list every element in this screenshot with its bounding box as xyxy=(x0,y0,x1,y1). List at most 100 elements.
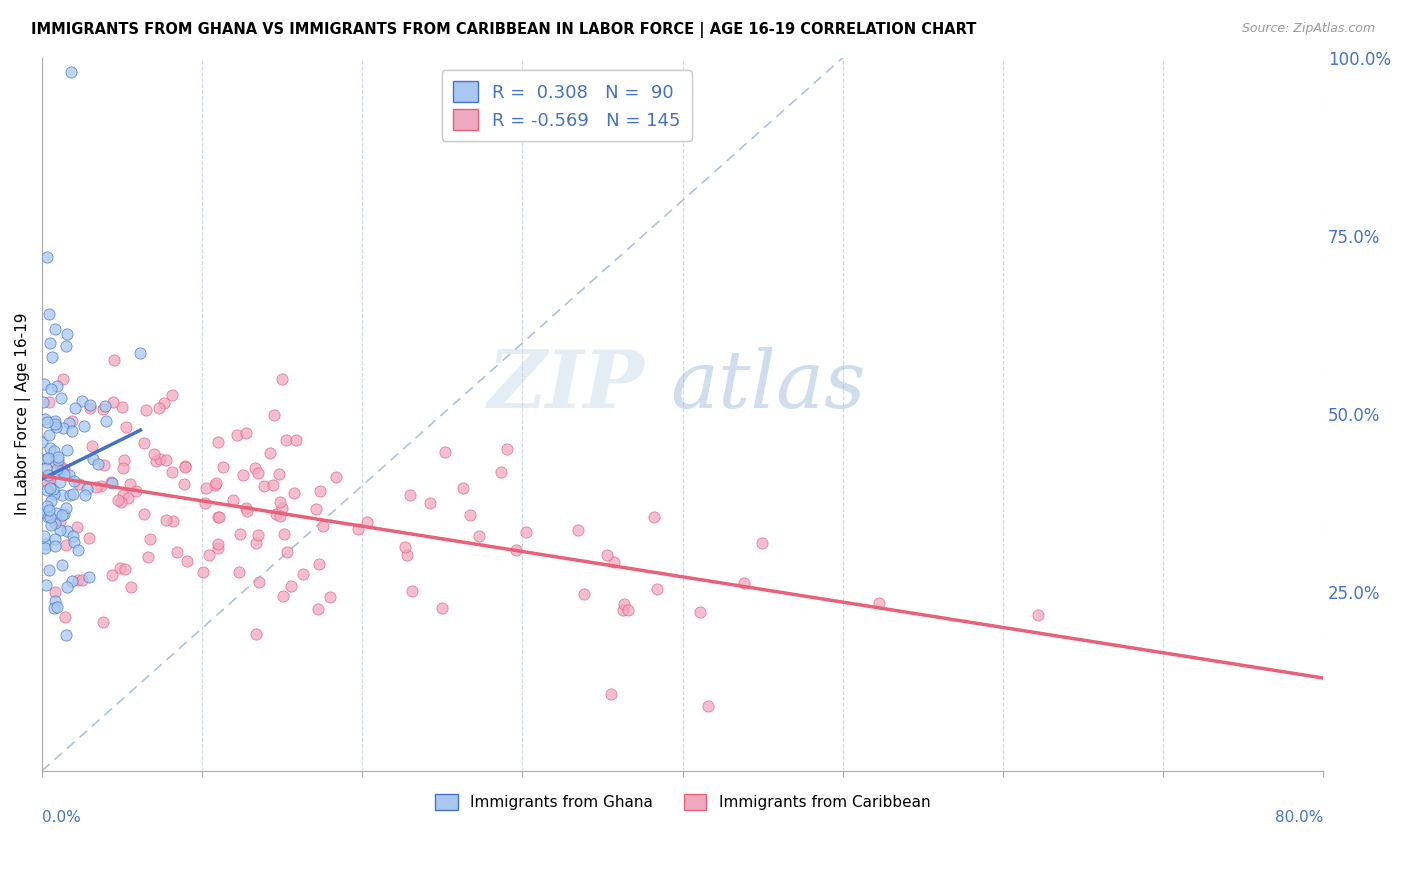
Point xyxy=(55,538,77,552)
Point xyxy=(45,506,67,520)
Point xyxy=(38,503,60,517)
Point xyxy=(39,473,62,487)
Text: Source: ZipAtlas.com: Source: ZipAtlas.com xyxy=(1241,22,1375,36)
Point xyxy=(101,394,124,409)
Point xyxy=(73,418,96,433)
Point xyxy=(235,501,257,516)
Point xyxy=(207,509,229,524)
Point xyxy=(245,536,267,550)
Point xyxy=(63,401,86,416)
Point xyxy=(274,434,297,448)
Point xyxy=(247,466,270,480)
Point xyxy=(37,509,59,524)
Point xyxy=(35,415,58,429)
Point xyxy=(394,541,416,555)
Point xyxy=(46,453,69,467)
Point xyxy=(173,460,195,475)
Point xyxy=(160,388,183,402)
Point xyxy=(356,515,378,529)
Point xyxy=(32,395,55,409)
Point xyxy=(166,545,188,559)
Point xyxy=(32,377,55,392)
Point xyxy=(613,597,636,611)
Point xyxy=(58,417,80,431)
Point xyxy=(245,626,267,640)
Point xyxy=(82,452,104,467)
Point xyxy=(51,391,73,405)
Point xyxy=(37,467,59,482)
Point xyxy=(496,442,519,457)
Point xyxy=(59,65,82,79)
Text: 0.0%: 0.0% xyxy=(42,810,82,825)
Point xyxy=(42,482,65,496)
Point xyxy=(59,488,82,502)
Point xyxy=(696,699,718,714)
Point xyxy=(52,467,75,482)
Point xyxy=(505,543,527,558)
Point xyxy=(37,450,59,465)
Point xyxy=(212,460,235,475)
Point xyxy=(35,499,58,513)
Point xyxy=(96,414,118,428)
Point xyxy=(41,350,63,364)
Point xyxy=(111,400,134,414)
Point xyxy=(207,434,229,449)
Point xyxy=(39,510,62,524)
Point xyxy=(596,548,619,562)
Point xyxy=(155,453,177,467)
Point xyxy=(433,445,456,459)
Point xyxy=(751,536,773,550)
Point xyxy=(70,394,93,409)
Point xyxy=(135,403,157,417)
Point xyxy=(103,352,125,367)
Point xyxy=(114,420,136,434)
Point xyxy=(35,537,58,551)
Point xyxy=(56,442,79,457)
Point xyxy=(139,532,162,546)
Point xyxy=(38,307,60,321)
Point xyxy=(45,378,67,392)
Point xyxy=(42,455,65,469)
Point xyxy=(45,599,67,614)
Point xyxy=(62,529,84,543)
Point xyxy=(292,567,315,582)
Point xyxy=(733,576,755,591)
Point xyxy=(247,574,270,589)
Point xyxy=(616,603,638,617)
Point xyxy=(148,401,170,416)
Point xyxy=(51,464,73,478)
Point xyxy=(567,523,589,537)
Point xyxy=(868,596,890,610)
Point xyxy=(153,395,176,409)
Point xyxy=(44,532,66,546)
Point xyxy=(63,534,86,549)
Point xyxy=(253,479,276,493)
Point xyxy=(399,487,422,501)
Point xyxy=(41,382,63,396)
Point xyxy=(100,475,122,489)
Point xyxy=(91,401,114,416)
Point xyxy=(162,514,184,528)
Point xyxy=(48,450,70,464)
Point xyxy=(1026,607,1049,622)
Point xyxy=(52,372,75,386)
Point xyxy=(38,427,60,442)
Point xyxy=(66,520,89,534)
Point xyxy=(246,528,269,542)
Point xyxy=(55,628,77,642)
Point xyxy=(284,433,307,447)
Point xyxy=(90,479,112,493)
Point xyxy=(77,570,100,584)
Point xyxy=(191,565,214,579)
Point xyxy=(114,562,136,576)
Point xyxy=(93,615,115,629)
Point xyxy=(232,468,254,483)
Point xyxy=(76,483,98,497)
Point xyxy=(31,506,53,520)
Point xyxy=(51,488,73,502)
Point xyxy=(225,428,247,442)
Point xyxy=(117,491,139,506)
Point xyxy=(453,481,475,495)
Point xyxy=(110,561,132,575)
Point xyxy=(62,487,84,501)
